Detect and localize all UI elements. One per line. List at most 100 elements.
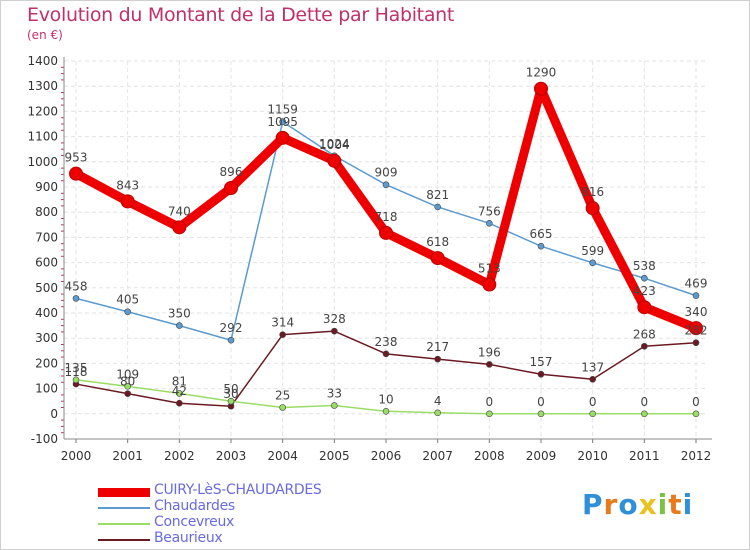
data-point — [641, 274, 648, 282]
data-label: 821 — [426, 188, 449, 202]
data-point — [537, 242, 545, 250]
data-point — [434, 203, 441, 211]
x-tick-label: 2012 — [681, 449, 712, 463]
legend-label: Chaudardes — [154, 498, 235, 514]
data-point — [382, 350, 390, 358]
data-label: 217 — [426, 340, 449, 354]
data-label: 340 — [685, 305, 708, 319]
data-point — [72, 376, 80, 384]
data-point — [172, 220, 187, 235]
data-label: 10 — [378, 392, 393, 406]
y-tick-label: 0 — [50, 407, 58, 421]
data-point — [176, 390, 183, 397]
y-tick-label: 1400 — [27, 54, 58, 68]
data-point — [589, 410, 596, 418]
data-point — [434, 409, 441, 417]
data-point — [124, 308, 131, 316]
data-label: 350 — [168, 307, 191, 321]
data-point — [486, 219, 493, 227]
data-point — [641, 410, 648, 418]
data-point — [279, 331, 286, 338]
data-label: 0 — [692, 395, 700, 409]
data-point — [327, 153, 342, 168]
logo-letter: i — [682, 488, 694, 521]
data-label: 118 — [65, 365, 88, 379]
x-tick-label: 2003 — [216, 449, 247, 463]
data-label: 665 — [530, 227, 553, 241]
proxiti-logo: Proxiti — [582, 488, 693, 521]
data-label: 538 — [633, 259, 656, 273]
data-label: 25 — [275, 389, 290, 403]
y-tick-label: 500 — [35, 281, 58, 295]
data-point — [534, 81, 548, 96]
x-tick-label: 2008 — [474, 449, 505, 463]
series — [69, 81, 703, 418]
data-label: 50 — [223, 382, 238, 396]
data-label: 469 — [685, 277, 708, 291]
x-tick-label: 2005 — [319, 449, 350, 463]
data-label: 30 — [223, 387, 238, 401]
y-tick-label: 100 — [35, 382, 58, 396]
data-point — [430, 251, 445, 266]
data-point — [176, 322, 183, 329]
data-point — [331, 327, 338, 335]
data-label: 513 — [478, 262, 501, 276]
data-label: 843 — [116, 178, 139, 192]
x-tick-label: 2007 — [422, 449, 453, 463]
data-label: 196 — [478, 345, 501, 359]
y-tick-label: 700 — [35, 230, 58, 244]
data-label: 137 — [581, 360, 604, 374]
data-label: 618 — [426, 235, 449, 249]
data-point — [124, 383, 131, 390]
data-label: 1024 — [319, 137, 350, 151]
legend-swatch — [98, 507, 150, 509]
x-tick-label: 2004 — [267, 449, 298, 463]
x-tick-label: 2006 — [371, 449, 402, 463]
data-point — [692, 410, 700, 418]
data-label: 405 — [116, 293, 139, 307]
data-point — [275, 130, 290, 145]
data-point — [486, 410, 493, 418]
data-label: 1004 — [319, 138, 350, 152]
data-point — [434, 355, 441, 363]
data-label: 238 — [375, 335, 398, 349]
legend-swatch — [98, 539, 150, 541]
chart-title: Evolution du Montant de la Dette par Hab… — [27, 4, 455, 26]
y-tick-label: 300 — [35, 331, 58, 345]
data-point — [279, 118, 286, 126]
data-label: 314 — [271, 316, 294, 330]
y-tick-label: 1300 — [27, 79, 58, 93]
data-point — [537, 370, 545, 378]
data-label: 816 — [581, 185, 604, 199]
logo-letter: i — [657, 488, 669, 521]
data-label: 718 — [375, 210, 398, 224]
data-point — [120, 194, 135, 209]
data-label: 42 — [172, 384, 187, 398]
data-point — [537, 410, 545, 418]
x-tick-label: 2009 — [526, 449, 557, 463]
data-point — [486, 361, 493, 368]
data-label: 423 — [633, 284, 656, 298]
x-tick-label: 2010 — [577, 449, 608, 463]
data-point — [585, 201, 600, 216]
data-label: 0 — [537, 395, 545, 409]
data-point — [176, 399, 183, 407]
y-tick-label: 600 — [35, 256, 58, 270]
y-tick-label: 1000 — [27, 155, 58, 169]
data-label: 756 — [478, 204, 501, 218]
data-point — [382, 407, 390, 415]
y-tick-label: 200 — [35, 356, 58, 370]
data-point — [589, 375, 596, 383]
data-point — [589, 259, 596, 267]
data-label: 896 — [220, 165, 243, 179]
data-label: 0 — [589, 395, 597, 409]
y-tick-label: 1100 — [27, 130, 58, 144]
legend-swatch — [98, 523, 150, 525]
y-tick-label: -100 — [31, 432, 58, 446]
data-point — [482, 277, 497, 292]
data-label: 1290 — [526, 66, 557, 80]
logo-letter: P — [582, 488, 604, 521]
data-label: 80 — [120, 375, 135, 389]
x-tick-label: 2011 — [629, 449, 660, 463]
